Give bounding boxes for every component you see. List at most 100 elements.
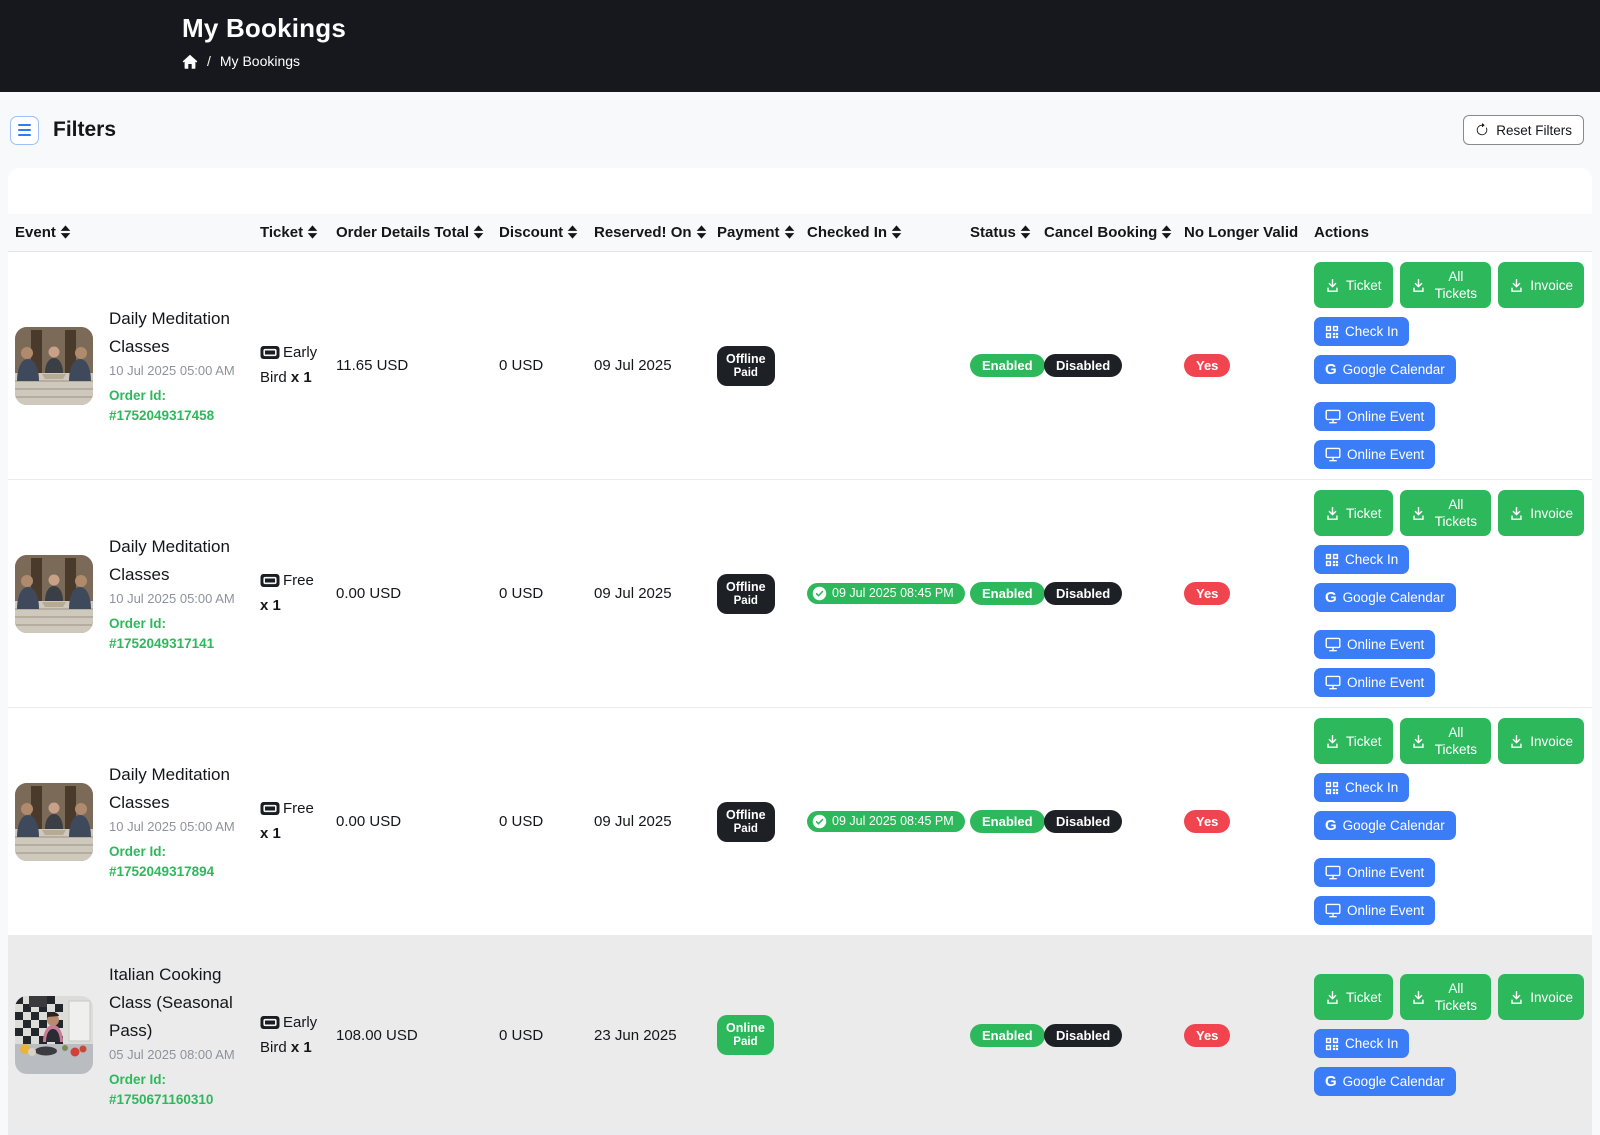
booking-row: Daily Meditation Classes 10 Jul 2025 05:… [8,479,1592,708]
ticket-qty: x 1 [290,1038,312,1056]
actions-line: Check In [1314,317,1410,346]
actions-line: Check In [1314,545,1410,574]
filters-bar: Filters Reset Filters [0,92,1600,168]
payment-badge: Online Paid [717,1015,774,1055]
cancel-booking-badge: Disabled [1044,354,1123,377]
no-longer-valid-cell: Yes [1176,935,1306,1135]
payment-cell: Offline Paid [709,251,799,480]
actions-line: Online Event [1314,402,1436,431]
download-icon [1509,990,1524,1005]
home-icon[interactable] [182,54,198,69]
check-in-button[interactable]: Check In [1314,1029,1410,1058]
actions-line: G Google Calendar [1314,811,1456,840]
column-header-discount[interactable]: Discount [491,214,586,252]
all-tickets-button[interactable]: All Tickets [1399,974,1492,1020]
status-cell: Enabled [962,707,1045,936]
payment-badge: Offline Paid [717,801,775,842]
cancel-booking-badge: Disabled [1044,1023,1123,1047]
button-label: Online Event [1347,409,1425,424]
button-label: All Tickets [1434,269,1477,301]
reserved-on-cell: 09 Jul 2025 [586,251,709,480]
event-image [15,996,93,1074]
button-label: Online Event [1347,675,1425,690]
online-event-button[interactable]: Online Event [1314,630,1436,659]
event-cell: Daily Meditation Classes 10 Jul 2025 05:… [15,761,244,882]
booking-row: Italian Cooking Class (Seasonal Pass) 05… [8,935,1592,1135]
download-icon [1509,506,1524,521]
column-header-ticket[interactable]: Ticket [252,214,328,252]
invoice-button[interactable]: Invoice [1498,262,1584,308]
ticket-cell: Free x 1 [252,479,328,708]
column-label: Reserved! On [594,224,692,241]
ticket-icon [260,573,280,595]
discount-cell: 0 USD [491,251,586,480]
check-in-button[interactable]: Check In [1314,773,1410,802]
filters-toggle-button[interactable] [10,115,39,145]
column-header-status[interactable]: Status [962,214,1036,252]
status-badge: Enabled [970,1023,1045,1047]
monitor-icon [1325,409,1341,424]
google-icon: G [1325,589,1337,606]
download-icon [1411,278,1426,293]
cancel-booking-cell: Disabled [1036,935,1176,1135]
event-datetime: 10 Jul 2025 05:00 AM [109,363,235,378]
check-in-button[interactable]: Check In [1314,545,1410,574]
ticket-button[interactable]: Ticket [1314,262,1393,308]
qr-code-icon [1325,1037,1339,1051]
bookings-table-card: Event Ticket Order Details Total Discount Re… [8,168,1592,1135]
actions-line: Check In [1314,773,1410,802]
column-header-reserved-on[interactable]: Reserved! On [586,214,709,252]
invoice-button[interactable]: Invoice [1498,974,1584,1020]
invoice-button[interactable]: Invoice [1498,490,1584,536]
button-label: Ticket [1346,733,1382,749]
ticket-button[interactable]: Ticket [1314,718,1393,764]
column-header-order-details-total[interactable]: Order Details Total [328,214,491,252]
online-event-button[interactable]: Online Event [1314,896,1436,925]
button-label: Check In [1345,552,1399,567]
status-cell: Enabled [962,251,1045,480]
button-label: Google Calendar [1342,590,1445,605]
payment-cell: Offline Paid [709,707,799,936]
event-title: Daily Meditation Classes [109,537,230,584]
status-cell: Enabled [962,479,1045,708]
column-header-cancel-booking[interactable]: Cancel Booking [1036,214,1176,252]
checked-in-cell [799,251,962,480]
button-label: Invoice [1530,505,1573,521]
event-image [15,782,93,861]
status-badge: Enabled [970,582,1045,605]
actions-line: Online Event [1314,896,1436,925]
check-in-button[interactable]: Check In [1314,317,1410,346]
online-event-button[interactable]: Online Event [1314,402,1436,431]
button-label: Google Calendar [1342,1074,1445,1089]
all-tickets-button[interactable]: All Tickets [1399,262,1492,308]
reset-filters-button[interactable]: Reset Filters [1463,115,1584,145]
ticket-button[interactable]: Ticket [1314,490,1393,536]
cancel-booking-cell: Disabled [1036,707,1176,936]
all-tickets-button[interactable]: All Tickets [1399,490,1492,536]
google-calendar-button[interactable]: G Google Calendar [1314,1067,1456,1096]
column-header-payment[interactable]: Payment [709,214,799,252]
sort-icon [567,225,578,239]
google-calendar-button[interactable]: G Google Calendar [1314,583,1456,612]
cancel-booking-cell: Disabled [1036,251,1176,480]
download-icon [1325,990,1340,1005]
column-label: Discount [499,224,564,241]
google-calendar-button[interactable]: G Google Calendar [1314,811,1456,840]
online-event-button[interactable]: Online Event [1314,440,1436,469]
download-icon [1411,734,1426,749]
column-header-event[interactable]: Event [8,214,252,252]
hamburger-icon [18,123,31,126]
online-event-button[interactable]: Online Event [1314,858,1436,887]
column-header-checked-in[interactable]: Checked In [799,214,962,252]
event-title: Daily Meditation Classes [109,765,230,812]
actions-line: Online Event [1314,668,1436,697]
breadcrumb: / My Bookings [182,53,1580,69]
invoice-button[interactable]: Invoice [1498,718,1584,764]
all-tickets-button[interactable]: All Tickets [1399,718,1492,764]
checked-in-cell: 09 Jul 2025 08:45 PM [799,707,965,936]
column-header-actions: Actions [1306,214,1592,252]
online-event-button[interactable]: Online Event [1314,668,1436,697]
google-calendar-button[interactable]: G Google Calendar [1314,355,1456,384]
actions-line: G Google Calendar [1314,355,1456,384]
ticket-button[interactable]: Ticket [1314,974,1393,1020]
